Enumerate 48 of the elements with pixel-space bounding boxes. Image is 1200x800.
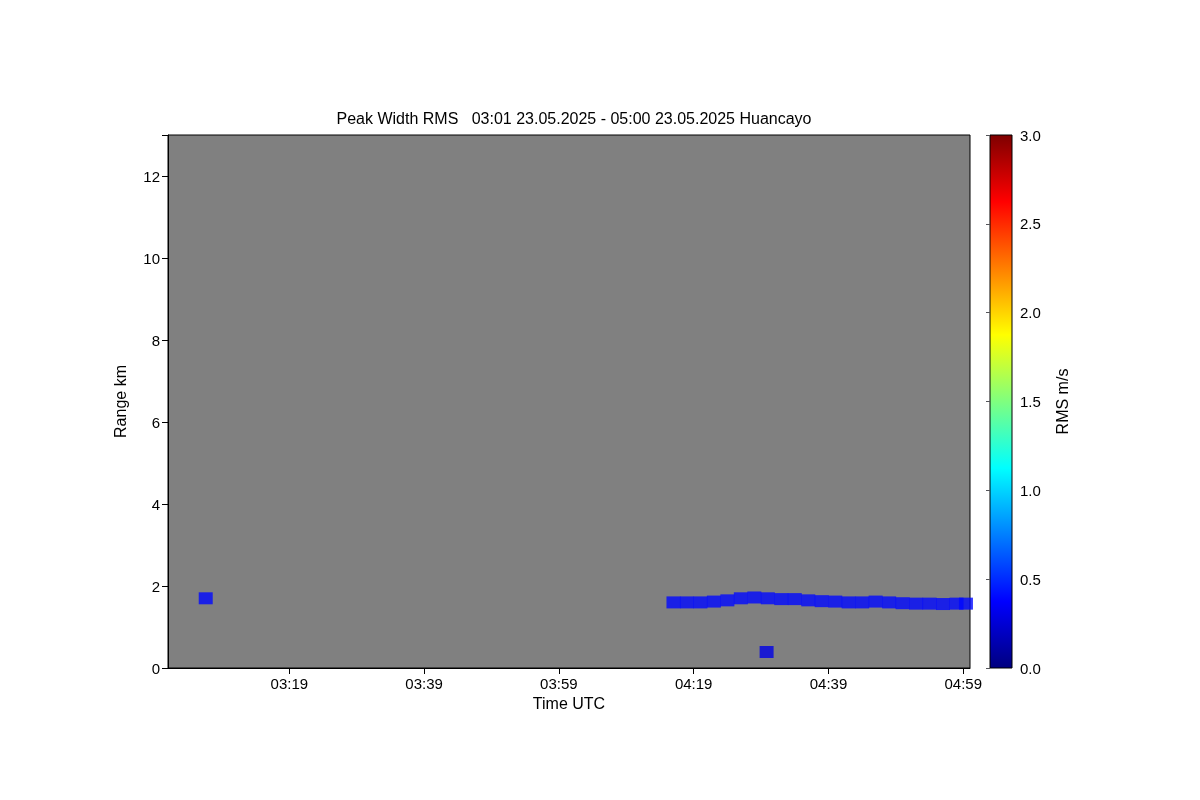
point: [787, 593, 802, 606]
y-tick-label: 10: [143, 249, 160, 267]
color-bar-label: 2.0: [1020, 304, 1041, 322]
color-bar-label: 3.0: [1020, 126, 1041, 144]
chart-title: Peak Width RMS 03:01 23.05.2025 - 05:00 23.05.2025 Huancayo: [336, 109, 812, 127]
y-tick-label: 4: [151, 495, 160, 513]
y-tick-label: 0: [151, 659, 160, 677]
point: [882, 596, 897, 609]
color-bar-label: 1.0: [1020, 481, 1041, 499]
color-bar-label: 2.5: [1020, 215, 1041, 233]
point: [814, 595, 829, 608]
color-bar-label: 0.5: [1020, 570, 1041, 588]
point: [922, 597, 937, 610]
point: [828, 595, 843, 608]
point: [958, 597, 973, 610]
y-tick-label: 2: [151, 577, 160, 595]
x-tick-label: 04:19: [674, 675, 713, 692]
color-bar-label: 0.0: [1020, 659, 1041, 677]
x-tick-label: 03:59: [540, 675, 578, 692]
point: [868, 595, 883, 608]
y-tick-label: 8: [151, 331, 160, 349]
color-bar-title: RMS m/s: [1053, 368, 1071, 435]
point: [909, 597, 924, 610]
point: [760, 592, 775, 605]
x-tick-label: 03:39: [405, 675, 443, 692]
point: [759, 646, 774, 659]
point: [693, 596, 708, 609]
point: [801, 594, 816, 607]
point: [855, 596, 870, 609]
point: [841, 596, 856, 609]
point: [706, 595, 721, 608]
x-tick-label: 04:39: [809, 675, 848, 692]
color-bar-label: 1.5: [1020, 393, 1041, 410]
point: [666, 596, 681, 609]
point: [936, 598, 951, 611]
x-axis-title: Time UTC: [532, 695, 606, 713]
point: [747, 591, 762, 604]
point: [720, 594, 735, 607]
y-tick-label: 12: [143, 167, 160, 185]
point: [895, 597, 910, 610]
point: [679, 596, 694, 609]
point: [733, 592, 748, 605]
x-tick-label: 03:19: [270, 675, 309, 692]
y-tick-label: 6: [151, 413, 160, 431]
y-axis-title: Range km: [111, 365, 129, 438]
x-tick-label: 04:59: [944, 675, 983, 692]
point: [198, 592, 213, 605]
point: [774, 593, 789, 606]
